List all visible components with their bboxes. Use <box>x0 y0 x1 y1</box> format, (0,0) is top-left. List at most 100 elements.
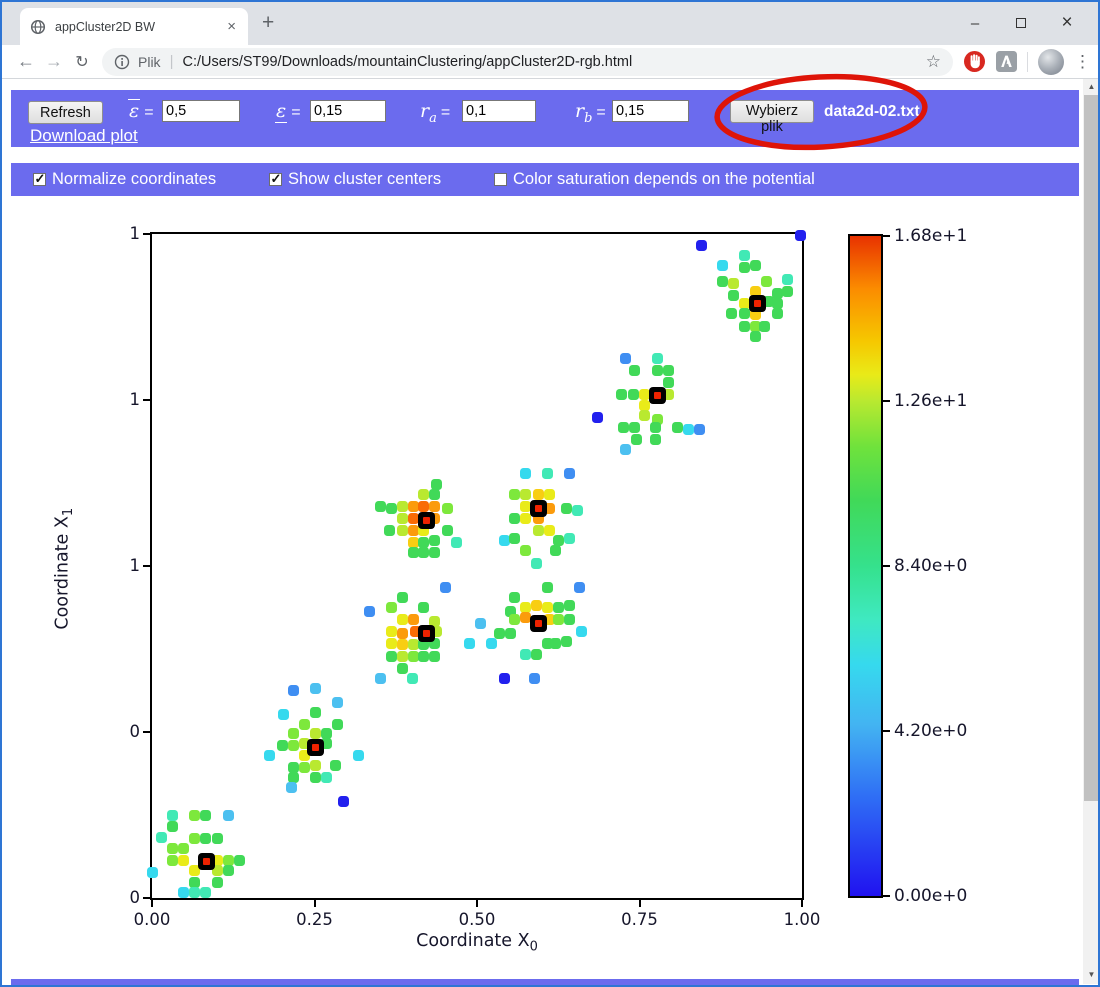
show-cluster-centers-checkbox[interactable] <box>269 171 282 187</box>
minimize-button[interactable]: – <box>970 14 980 32</box>
data-point <box>386 502 398 514</box>
data-point <box>520 601 532 613</box>
epsilon-upper-input[interactable] <box>162 100 240 122</box>
data-point <box>543 488 555 500</box>
data-point <box>543 502 555 514</box>
cluster-center-marker <box>417 624 435 642</box>
data-point <box>166 810 178 822</box>
data-point <box>542 581 554 593</box>
scrollbar-thumb[interactable] <box>1084 95 1098 801</box>
data-point <box>639 400 651 412</box>
hand-blocker-extension-icon[interactable] <box>963 50 986 73</box>
colorbar-tick-label: 1.68e+1 <box>894 226 968 246</box>
data-point <box>298 718 310 730</box>
data-point <box>560 635 572 647</box>
data-point <box>309 772 321 784</box>
data-point <box>549 545 561 557</box>
color-saturation-option[interactable]: Color saturation depends on the potentia… <box>494 163 815 196</box>
data-point <box>662 377 674 389</box>
choose-file-button[interactable]: Wybierz plik <box>730 100 814 135</box>
reload-icon[interactable]: ↻ <box>75 53 89 71</box>
new-tab-button[interactable]: + <box>262 11 275 34</box>
rb-input[interactable] <box>612 100 689 122</box>
cluster-center-core <box>534 505 542 513</box>
data-point <box>263 750 275 762</box>
tab-close-icon[interactable]: × <box>227 18 236 35</box>
ra-input[interactable] <box>462 100 536 122</box>
x-axis-tick-label: 0.25 <box>296 910 333 929</box>
download-plot-link[interactable]: Download plot <box>30 126 138 145</box>
data-point <box>199 887 211 899</box>
data-point <box>288 761 300 773</box>
data-point <box>630 433 642 445</box>
cluster-center-core <box>422 516 430 524</box>
normalize-coordinates-option[interactable]: Normalize coordinates <box>33 163 216 196</box>
data-point <box>749 320 761 332</box>
address-bar[interactable]: Plik | C:/Users/ST99/Downloads/mountainC… <box>102 47 953 76</box>
normalize-coordinates-checkbox[interactable] <box>33 171 46 187</box>
data-point <box>407 614 419 626</box>
data-point <box>561 503 573 515</box>
colorbar-tick <box>883 235 890 237</box>
data-point <box>651 353 663 365</box>
data-point <box>771 298 783 310</box>
scroll-up-icon[interactable]: ▲ <box>1087 82 1096 91</box>
x-axis-tick <box>151 900 153 907</box>
refresh-button[interactable]: Refresh <box>28 101 103 124</box>
y-axis-tick <box>143 565 150 567</box>
data-point <box>563 468 575 480</box>
data-point <box>531 600 543 612</box>
url-separator: | <box>169 53 174 70</box>
data-point <box>532 513 544 525</box>
show-cluster-centers-option[interactable]: Show cluster centers <box>269 163 441 196</box>
cluster-center-core <box>753 299 761 307</box>
window-controls: – × <box>952 2 1090 44</box>
profile-avatar[interactable] <box>1038 48 1064 75</box>
data-point <box>396 512 408 524</box>
data-point <box>531 557 543 569</box>
cluster-center-core <box>312 744 320 752</box>
data-point <box>543 613 555 625</box>
vertical-scrollbar[interactable]: ▲ ▼ <box>1083 79 1098 984</box>
close-button[interactable]: × <box>1061 12 1073 33</box>
data-point <box>532 524 544 536</box>
checkbox-label: Show cluster centers <box>288 170 442 188</box>
scroll-down-icon[interactable]: ▼ <box>1087 970 1096 979</box>
data-point <box>571 504 583 516</box>
bottom-bar <box>11 979 1079 985</box>
browser-tab[interactable]: appCluster2D BW × <box>20 8 248 45</box>
data-point <box>309 707 321 719</box>
data-point <box>749 285 761 297</box>
data-point <box>738 320 750 332</box>
back-icon[interactable]: ← <box>17 51 35 71</box>
url-text[interactable]: C:/Users/ST99/Downloads/mountainClusteri… <box>182 53 633 70</box>
adobe-acrobat-extension-icon[interactable] <box>996 51 1017 72</box>
data-point <box>299 749 311 761</box>
data-point <box>739 262 751 274</box>
browser-menu-icon[interactable]: ⋮ <box>1074 51 1091 71</box>
data-point <box>553 613 565 625</box>
data-point <box>396 650 408 662</box>
cluster-center-marker <box>649 386 667 404</box>
data-point <box>418 525 430 537</box>
data-point <box>638 388 650 400</box>
data-point <box>309 760 321 772</box>
forward-icon[interactable]: → <box>45 51 63 71</box>
data-point <box>528 672 540 684</box>
bookmark-star-icon[interactable]: ☆ <box>925 51 941 71</box>
maximize-button[interactable] <box>998 15 1044 32</box>
colorbar-tick-label: 4.20e+0 <box>894 721 968 741</box>
x-axis-tick <box>476 900 478 907</box>
epsilon-lower-input[interactable] <box>310 100 386 122</box>
info-icon[interactable] <box>114 54 130 70</box>
data-point <box>771 307 783 319</box>
data-point <box>233 854 245 866</box>
data-point <box>222 865 234 877</box>
y-axis-tick <box>143 399 150 401</box>
navigation-bar: ← → ↻ Plik | C:/Users/ST99/Downloads/mou… <box>2 45 1098 79</box>
data-point <box>498 534 510 546</box>
data-point <box>364 606 376 618</box>
color-saturation-checkbox[interactable] <box>494 173 507 186</box>
data-point <box>520 488 532 500</box>
data-point <box>407 524 419 536</box>
